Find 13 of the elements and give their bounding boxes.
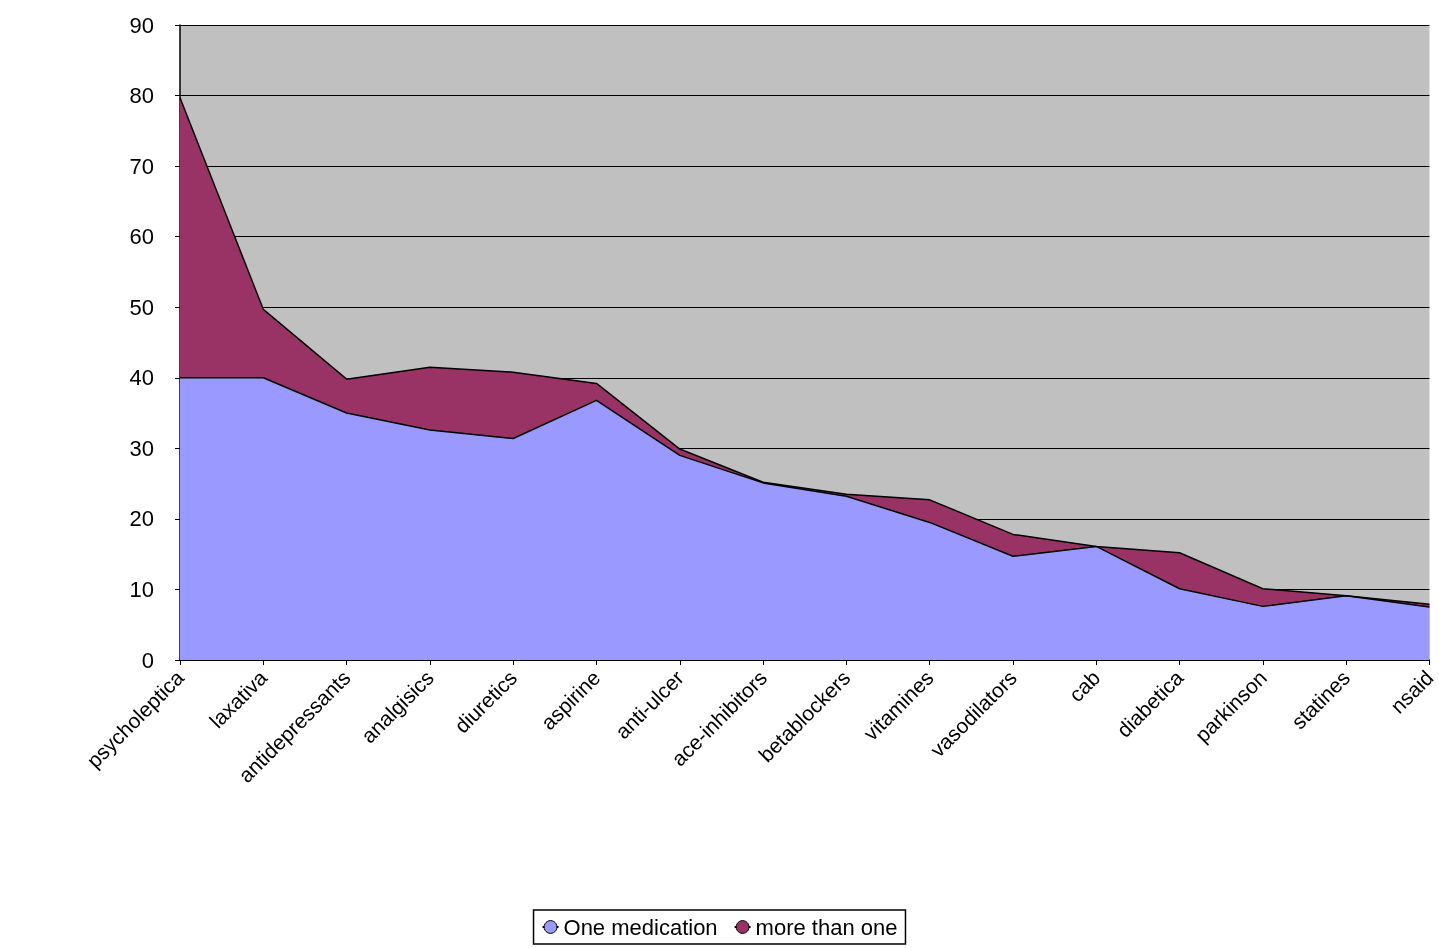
y-tick-label: 70: [129, 153, 154, 179]
legend-label: One medication: [563, 914, 718, 940]
y-tick-label: 40: [129, 365, 154, 391]
y-tick-label: 90: [129, 12, 154, 38]
y-tick-label: 0: [141, 647, 154, 673]
x-tick-label: cab: [1064, 665, 1105, 707]
y-tick-label: 10: [129, 576, 154, 602]
y-tick-label: 80: [129, 83, 154, 109]
y-tick-label: 20: [129, 506, 154, 532]
y-tick-label: 60: [129, 224, 154, 250]
y-tick-label: 30: [129, 435, 154, 461]
legend-label: more than one: [755, 914, 898, 940]
y-tick-label: 50: [129, 294, 154, 320]
